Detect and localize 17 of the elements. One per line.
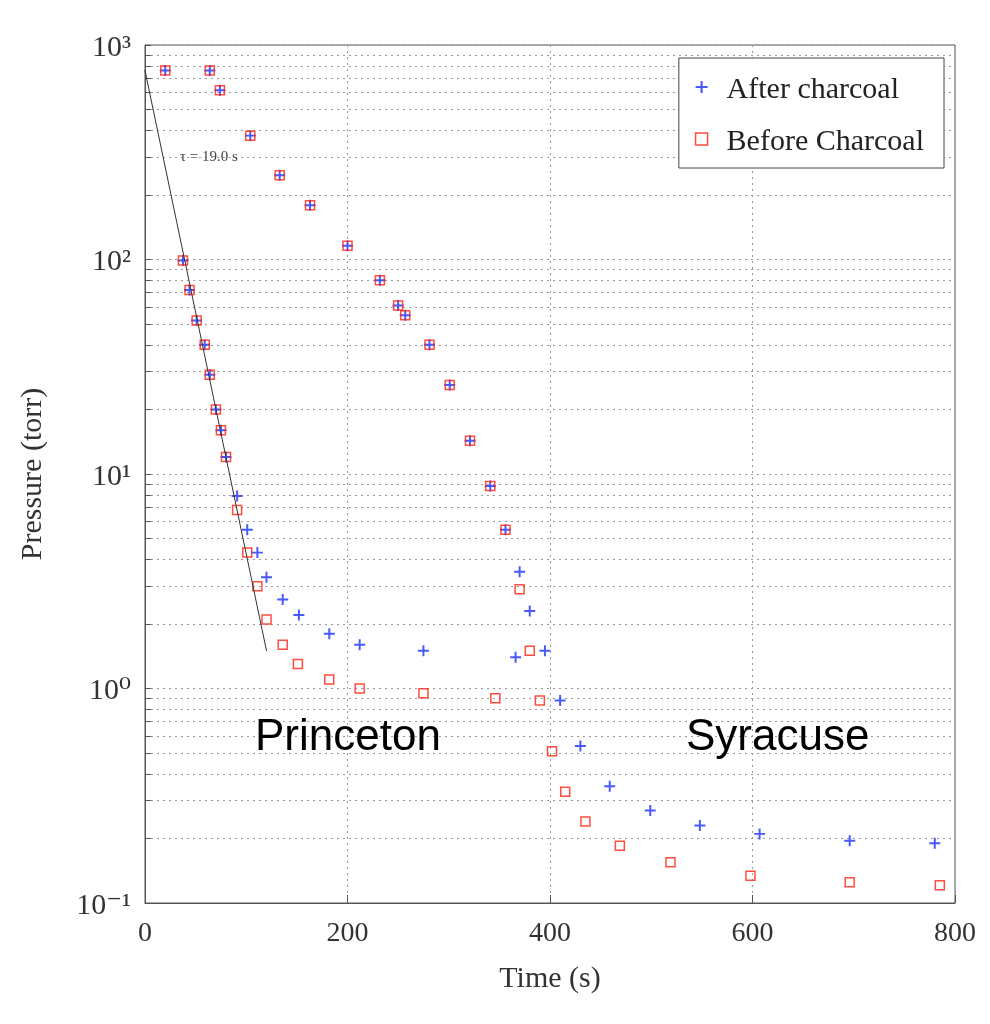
x-tick-label: 800 — [934, 915, 976, 947]
x-axis-title: Time (s) — [499, 959, 601, 994]
annotation: τ = 19.0 s — [180, 147, 238, 164]
x-tick-label: 200 — [326, 915, 369, 947]
x-tick-label: 600 — [731, 915, 774, 947]
legend-label: Before Charcoal — [726, 122, 924, 156]
y-tick-label: 10² — [92, 243, 131, 276]
x-tick-label: 400 — [529, 915, 571, 947]
x-tick-label: 0 — [138, 915, 152, 947]
y-tick-label: 10³ — [92, 28, 131, 62]
y-tick-label: 10¹ — [92, 457, 131, 491]
legend-label: After charcoal — [726, 70, 899, 104]
y-axis-title: Pressure (torr) — [13, 387, 48, 561]
y-tick-label: 10⁻¹ — [76, 886, 131, 920]
annotation: Princeton — [255, 709, 441, 759]
y-tick-label: 10⁰ — [88, 672, 131, 705]
annotation: Syracuse — [686, 709, 870, 759]
